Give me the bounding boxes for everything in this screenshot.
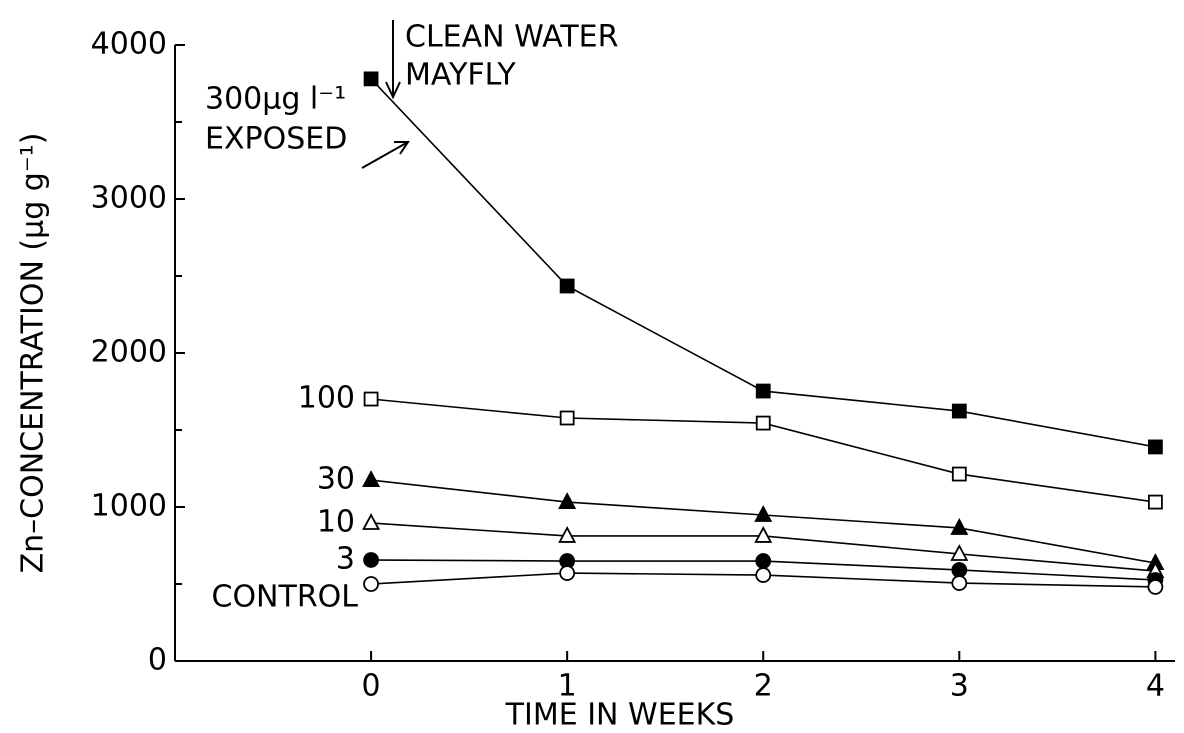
marker — [755, 567, 772, 583]
series-line — [371, 398, 1156, 503]
marker — [754, 505, 773, 522]
marker — [950, 544, 969, 561]
marker — [362, 513, 381, 530]
y-tick-label: 2000 — [91, 335, 167, 370]
y-axis-label: Zn–CONCENTRATION (µg g⁻¹) — [16, 133, 51, 574]
marker — [362, 470, 381, 487]
x-tick-label: 1 — [558, 669, 577, 704]
marker — [559, 278, 575, 294]
series-label: 3 — [336, 541, 355, 576]
marker — [1147, 579, 1164, 595]
marker — [559, 565, 576, 581]
marker — [363, 391, 379, 407]
series-label: 10 — [317, 505, 355, 540]
annotation: EXPOSED — [205, 122, 347, 157]
marker — [363, 576, 379, 592]
x-tick-label: 4 — [1146, 669, 1165, 704]
marker — [558, 492, 577, 509]
y-tick-label: 3000 — [91, 181, 167, 216]
series-label: 100 — [298, 381, 355, 416]
x-tick-label: 2 — [754, 669, 773, 704]
x-axis-label: TIME IN WEEKS — [505, 698, 735, 733]
marker — [1147, 439, 1163, 455]
arrow — [361, 141, 410, 169]
y-tick-label: 1000 — [91, 489, 167, 524]
marker — [754, 526, 773, 543]
marker — [951, 575, 968, 591]
marker — [1147, 494, 1163, 510]
marker — [755, 383, 771, 399]
series-label: 300µg l⁻¹ — [205, 82, 346, 117]
y-tick-label: 4000 — [91, 27, 167, 62]
x-tick-label: 3 — [950, 669, 969, 704]
annotation: MAYFLY — [405, 58, 516, 93]
marker — [951, 403, 967, 419]
annotation: CLEAN WATER — [405, 20, 618, 55]
y-tick-label: 0 — [148, 643, 167, 678]
marker — [755, 553, 772, 569]
series-label: CONTROL — [212, 580, 359, 615]
marker — [363, 71, 379, 87]
arrow — [385, 20, 401, 100]
x-tick-label: 0 — [362, 669, 381, 704]
marker — [755, 415, 771, 431]
series-label: 30 — [317, 462, 355, 497]
marker — [951, 466, 967, 482]
marker — [363, 552, 379, 568]
marker — [558, 526, 577, 543]
marker — [559, 410, 575, 426]
marker — [950, 518, 969, 535]
marker — [951, 562, 968, 578]
